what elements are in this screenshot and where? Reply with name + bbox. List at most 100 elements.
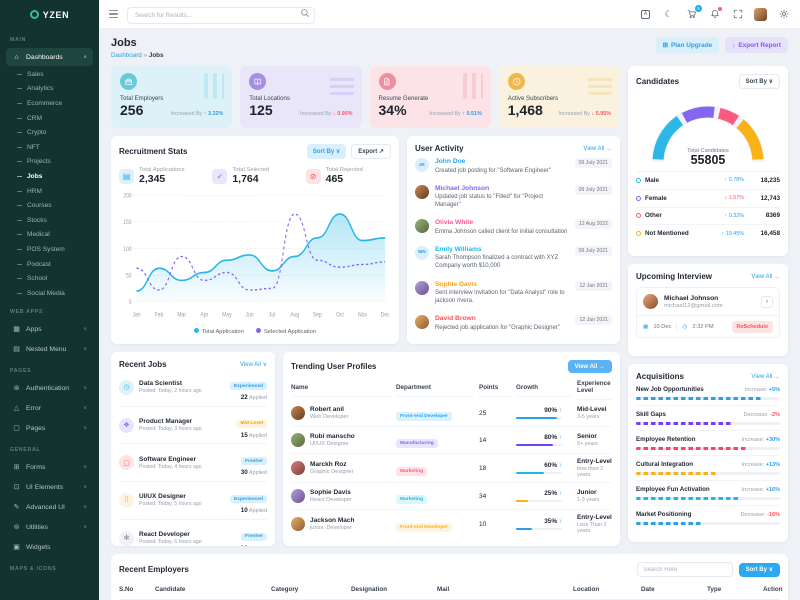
activity-user-name[interactable]: Emily Williams [434,245,482,253]
activity-item[interactable]: Olivia White Emma Johnson called client … [414,214,612,241]
plan-upgrade-button[interactable]: ⊞ Plan Upgrade [655,37,720,53]
job-list-item[interactable]: ▢ Software Engineer Posted: Today, 4 hou… [119,444,267,483]
sidebar-subitem[interactable]: CRM [0,111,99,126]
trending-view-all-button[interactable]: View All → [567,360,612,373]
candidates-legend-row[interactable]: Not Mentioned ↑ 19.45% 16,458 [636,224,780,242]
sidebar-subitem[interactable]: Courses [0,198,99,213]
sidebar-subitem[interactable]: Projects [0,155,99,170]
user-activity-view-all[interactable]: View All → [583,145,612,152]
recent-jobs-view-all[interactable]: View All ∨ [240,362,267,368]
activity-user-name[interactable]: John Doe [434,158,466,165]
candidates-sortby-button[interactable]: Sort By ∨ [738,74,780,89]
candidates-legend-row[interactable]: Male ↑ 0.78% 18,235 [636,171,780,189]
upcoming-interview-view-all[interactable]: View All → [751,273,780,280]
sidebar-subitem[interactable]: Social Media [0,286,99,301]
topbar: A ☾ 5 [99,0,800,29]
acquisition-item[interactable]: Market Positioning Decrease: -16% [636,506,780,530]
sidebar-subitem[interactable]: Podcast [0,257,99,272]
candidates-gauge-chart[interactable] [636,94,780,166]
sidebar-item[interactable]: ⊚ Utilities ∨ [6,518,93,537]
brand-logo[interactable]: YZEN [0,0,99,29]
sidebar-item[interactable]: ✎ Advanced UI ∨ [6,498,93,517]
interview-time: 2:32 PM [692,323,714,330]
recruitment-export-button[interactable]: Export ↗ [351,144,391,159]
recruitment-total-item: ✓ Total Selected 1,764 [212,167,297,186]
trending-row[interactable]: Sophie Davis React Developer Marketing 3… [291,483,612,510]
acquisition-item[interactable]: Employee Fun Activation Increase: +16% [636,481,780,506]
breadcrumb-parent[interactable]: Dashboard [111,52,142,59]
language-icon[interactable]: A [639,8,652,21]
search-input[interactable] [127,7,315,24]
sidebar-subitem[interactable]: Crypto [0,125,99,140]
search-icon[interactable] [300,8,310,18]
sidebar-subitem[interactable]: Analytics [0,82,99,97]
trending-row[interactable]: Marckh Roz Graphic Designer Marketing 18… [291,454,612,483]
activity-item[interactable]: David Brown Rejected job application for… [414,310,612,337]
stat-card[interactable]: Resume Generate 34% Increased By ↑ 0.51% [369,66,491,128]
acquisition-item[interactable]: Employee Retention Increase: +30% [636,431,780,456]
export-report-button[interactable]: ↓ Export Report [725,37,788,53]
dash-icon [17,175,22,177]
trending-profiles-title: Trending User Profiles [291,362,377,371]
activity-item[interactable]: Sophie Davis Sent interview invitation f… [414,276,612,311]
activity-user-name[interactable]: Michael Johnson [434,184,490,192]
sidebar-subitem[interactable]: NFT [0,140,99,155]
next-interview-button[interactable]: › [761,295,773,308]
sidebar-item[interactable]: ▢ Pages ∨ [6,419,93,438]
stat-card[interactable]: Active Subscribers 1,468 Increased By ↓ … [498,66,620,128]
sidebar-item[interactable]: ▣ Widgets [6,538,93,557]
activity-user-name[interactable]: Olivia White [434,219,474,227]
trending-row[interactable]: Jackson Mach junior. Developer Front-end… [291,510,612,538]
acquisition-change: Decrease: -2% [743,411,780,418]
activity-user-name[interactable]: David Brown [434,315,476,323]
sidebar-subitem[interactable]: Sales [0,67,99,82]
activity-item[interactable]: Michael Johnson Updated job status to "F… [414,180,612,215]
sidebar-item[interactable]: ▤ Nested Menu ∨ [6,340,93,359]
legend-item[interactable]: Total Application [193,328,244,335]
sidebar-item[interactable]: ⌂ Dashboards ∧ [6,48,93,66]
dark-mode-icon[interactable]: ☾ [664,8,673,19]
menu-toggle-icon[interactable] [109,10,118,18]
activity-item[interactable]: JK John Doe Created job posting for "Sof… [414,153,612,180]
job-list-item[interactable]: ◷ Data Scientist Posted: Today, 2 hours … [119,369,267,407]
reschedule-button[interactable]: ReSchedule [731,320,773,333]
user-avatar[interactable] [754,7,767,21]
employers-search-input[interactable] [636,562,733,577]
activity-user-name[interactable]: Sophie Davis [434,280,477,288]
stat-card[interactable]: Total Locations 125 Increased By ↓ 0.90% [240,66,362,128]
acquisitions-view-all[interactable]: View All → [751,373,780,380]
sidebar-subitem[interactable]: HRM [0,184,99,199]
notifications-icon[interactable] [708,6,722,21]
sidebar-subitem[interactable]: Medical [0,228,99,243]
job-list-item[interactable]: ❖ Product Manager Posted: Today, 3 hours… [119,407,267,445]
legend-item[interactable]: Selected Application [255,328,316,335]
candidates-legend-row[interactable]: Female ↓ 1.57% 12,743 [636,188,780,207]
job-list-item[interactable]: ⠿ UI/UX Designer Posted: Today, 5 hours … [119,482,267,520]
sidebar-item[interactable]: △ Error ∨ [6,399,93,418]
sidebar-subitem[interactable]: POS System [0,242,99,257]
sidebar-item[interactable]: ▦ Apps ∨ [6,320,93,339]
sidebar-subitem[interactable]: School [0,271,99,286]
fullscreen-icon[interactable] [731,8,744,21]
sidebar-subitem[interactable]: Stocks [0,213,99,228]
job-list-item[interactable]: ✻ React Developer Posted: Today, 6 hours… [119,520,267,546]
activity-item[interactable]: MN Emily Williams Sarah Thompson finaliz… [414,241,612,276]
employers-sortby-button[interactable]: Sort By ∨ [738,562,780,577]
sidebar-item[interactable]: ⊞ Forms ∨ [6,458,93,477]
cart-icon[interactable]: 5 [685,4,702,21]
svg-text:Jul: Jul [269,312,275,319]
acquisition-item[interactable]: New Job Opportunities Increase: +5% [636,381,780,406]
trending-row[interactable]: Robert anil Web Developer Front-end Deve… [291,400,612,427]
settings-gear-icon[interactable] [777,8,790,21]
sidebar-subitem[interactable]: Ecommerce [0,96,99,111]
acquisition-item[interactable]: Skill Gaps Decrease: -2% [636,406,780,431]
candidates-legend-row[interactable]: Other ↑ 0.32% 8369 [636,206,780,225]
sidebar-subitem[interactable]: Jobs [0,169,99,184]
sidebar-item[interactable]: ⊛ Authentication ∨ [6,379,93,398]
acquisition-item[interactable]: Cultural Integration Increase: +13% [636,456,780,481]
trending-row[interactable]: Rubi manscho UI/UX Designer Manufacturin… [291,427,612,454]
stat-card[interactable]: Total Employers 256 Increased By ↑ 3.32% [111,66,233,128]
sidebar-item[interactable]: ⊡ UI Elements ∨ [6,478,93,497]
recruitment-sortby-button[interactable]: Sort By ∨ [306,144,347,159]
recruitment-line-chart[interactable]: 0 50 100 150 200 Jan Feb Mar Apr May Jun Jul Aug Sep O… [119,188,391,326]
